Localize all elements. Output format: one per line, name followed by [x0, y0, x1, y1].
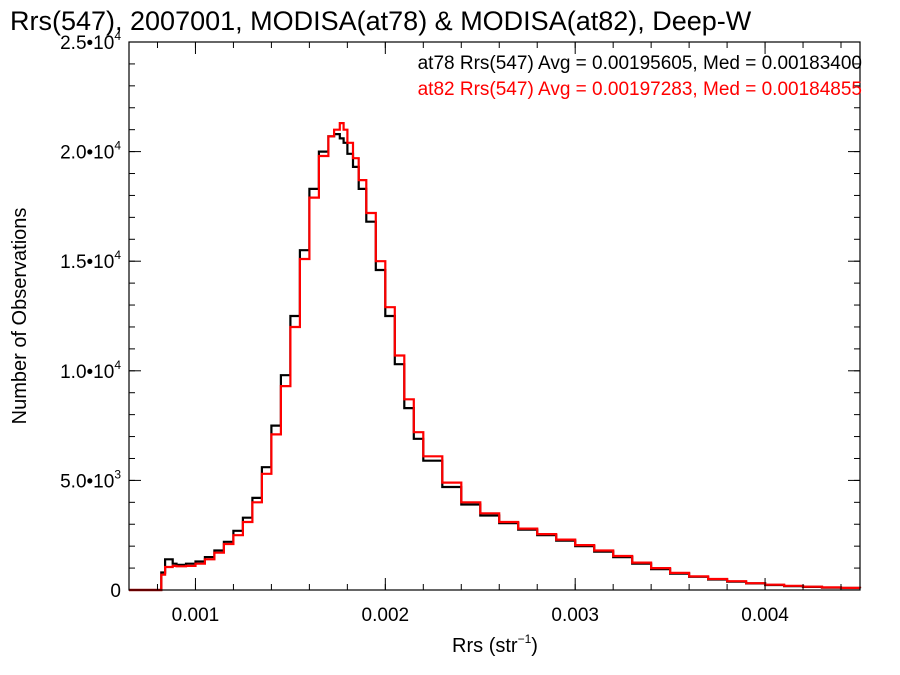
y-tick-label: 1.0•104 — [60, 358, 121, 383]
y-tick-label: 0 — [110, 581, 121, 602]
y-axis-ticks: 0 5.0•103 1.0•104 1.5•104 2.0•104 2.5•104 — [60, 29, 860, 602]
x-axis-label: Rrs (str−1) — [452, 632, 538, 657]
chart-title: Rrs(547), 2007001, MODISA(at78) & MODISA… — [10, 6, 752, 36]
series-line-1 — [129, 122, 862, 592]
x-tick-label: 0.002 — [362, 605, 410, 626]
x-tick-label: 0.004 — [741, 605, 789, 626]
y-tick-label: 2.0•104 — [60, 139, 121, 164]
x-axis-label-superscript: −1 — [518, 632, 532, 646]
y-tick-label: 1.5•104 — [60, 248, 121, 273]
x-tick-label: 0.003 — [551, 605, 599, 626]
series-line-0 — [129, 133, 862, 592]
y-axis-label: Number of Observations — [9, 208, 31, 425]
y-tick-label: 2.5•104 — [60, 29, 121, 54]
legend-entry-1: at82 Rrs(547) Avg = 0.00197283, Med = 0.… — [418, 79, 862, 100]
plot-frame — [128, 41, 861, 591]
x-axis-label-text: Rrs (str — [452, 635, 518, 657]
y-tick-label: 5.0•103 — [60, 467, 121, 492]
legend: at78 Rrs(547) Avg = 0.00195605, Med = 0.… — [418, 53, 862, 100]
x-tick-label: 0.001 — [172, 605, 220, 626]
plot-series-group — [129, 122, 862, 592]
x-axis-label-close: ) — [531, 635, 538, 657]
legend-entry-0: at78 Rrs(547) Avg = 0.00195605, Med = 0.… — [418, 53, 862, 74]
x-axis-ticks: 0.001 0.002 0.003 0.004 — [156, 42, 842, 626]
